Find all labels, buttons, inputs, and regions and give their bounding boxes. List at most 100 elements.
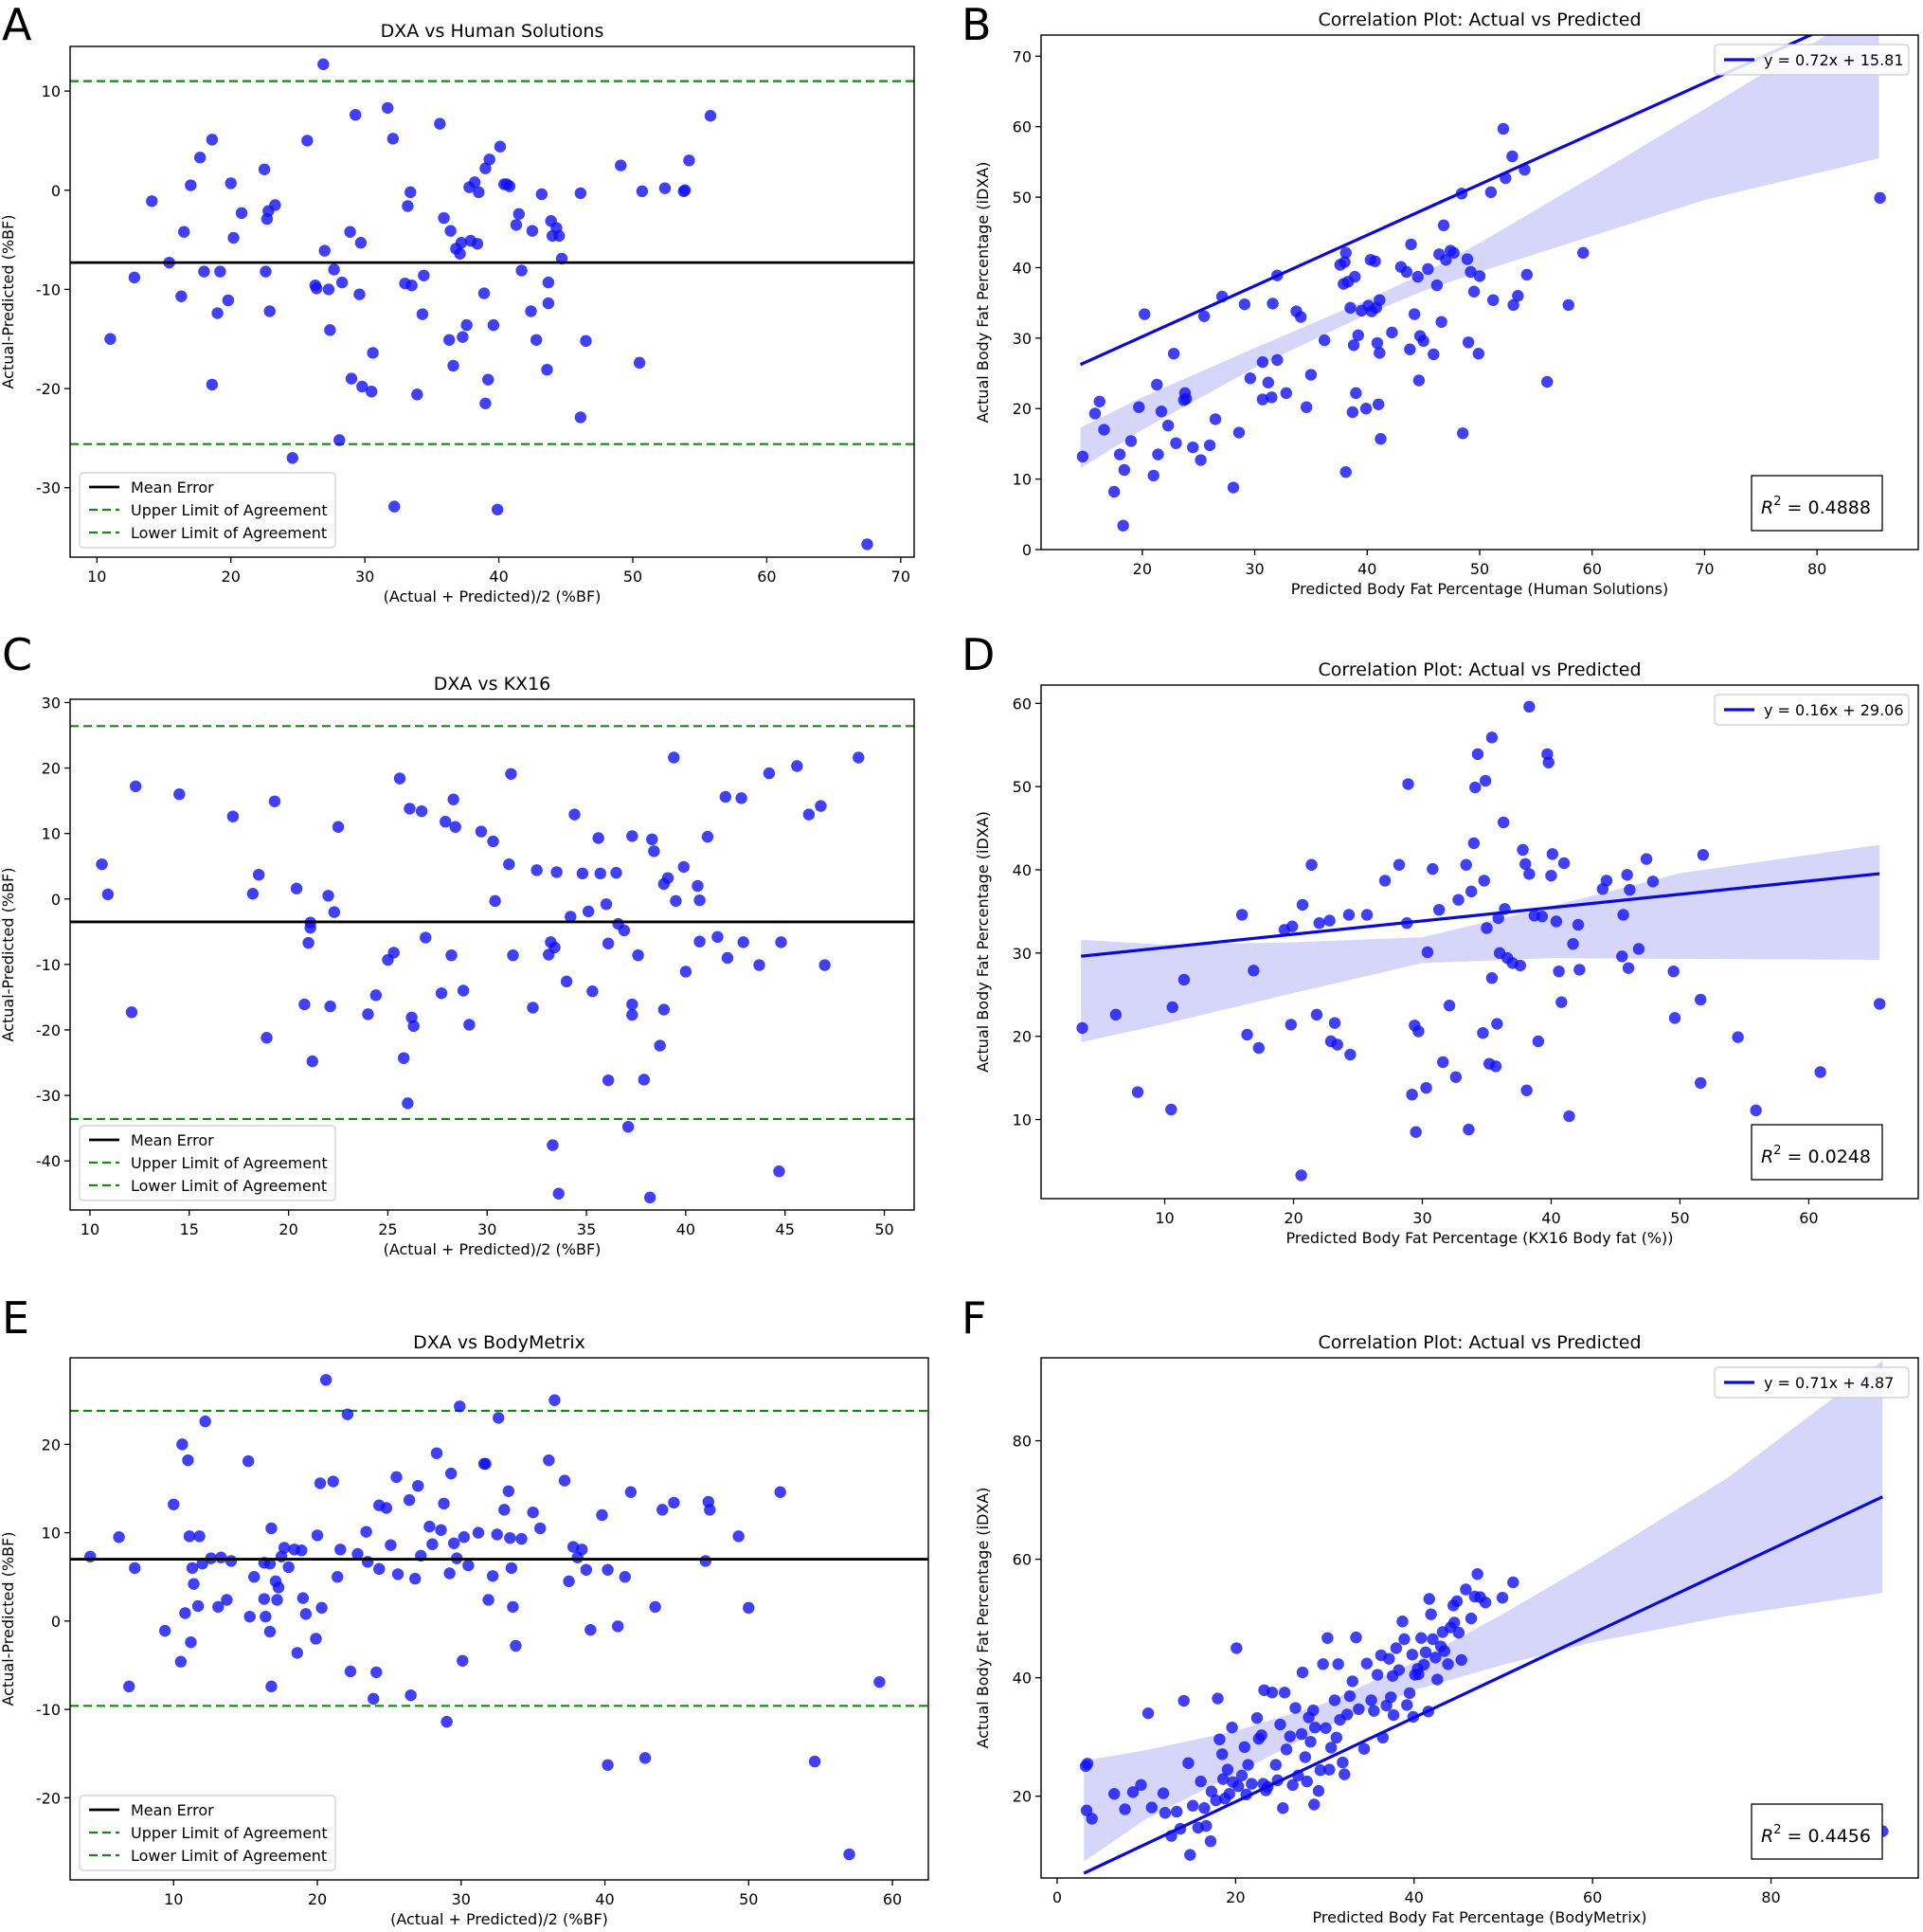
data-point [1126, 1786, 1140, 1798]
data-point [580, 1563, 593, 1576]
data-point [1668, 1012, 1681, 1024]
data-point [418, 269, 430, 281]
plot-frame [69, 1357, 929, 1881]
data-point [1471, 748, 1484, 761]
data-point [638, 1074, 651, 1086]
legend-label: Lower Limit of Agreement [131, 1177, 327, 1195]
data-point [211, 307, 224, 319]
data-point [1438, 1645, 1450, 1657]
x-tick-label: 40 [1357, 560, 1376, 578]
data-point [1080, 1804, 1093, 1816]
data-point [1640, 853, 1653, 865]
data-point [1280, 387, 1293, 400]
data-point [1216, 1773, 1230, 1785]
data-point [444, 1467, 458, 1480]
data-point [479, 397, 492, 409]
data-point [235, 207, 248, 220]
data-point [1312, 1784, 1325, 1797]
legend-label: Upper Limit of Agreement [131, 1154, 328, 1172]
x-tick-label: 25 [378, 1220, 397, 1238]
x-tick-label: 30 [452, 1890, 471, 1908]
data-point [670, 894, 682, 908]
data-point [1646, 876, 1660, 888]
y-tick-label: -30 [36, 1087, 61, 1105]
x-tick-label: 60 [883, 1890, 902, 1908]
legend-label: Upper Limit of Agreement [131, 1824, 328, 1842]
data-point [515, 1532, 528, 1545]
data-point [409, 1572, 422, 1585]
data-point [269, 199, 281, 211]
data-point [1197, 310, 1211, 322]
x-tick-label: 40 [676, 1220, 695, 1238]
data-point [693, 935, 706, 948]
data-point [1484, 186, 1498, 199]
data-point [1235, 1769, 1249, 1782]
y-tick-label: 0 [1022, 541, 1032, 559]
data-point [530, 334, 543, 346]
data-point [1323, 914, 1336, 927]
data-point [291, 1647, 303, 1659]
x-tick-label: 40 [1541, 1209, 1560, 1227]
data-point [1412, 374, 1426, 387]
data-point [322, 890, 334, 902]
data-point [1555, 996, 1568, 1008]
data-point [530, 864, 543, 876]
data-point [602, 1074, 615, 1087]
data-point [263, 1625, 277, 1638]
data-point [472, 1526, 485, 1539]
data-point [1402, 778, 1414, 790]
data-point [1330, 1731, 1343, 1744]
data-point [1463, 1123, 1475, 1136]
data-point [1400, 265, 1413, 279]
data-point [1347, 339, 1360, 352]
data-point [243, 1610, 256, 1623]
data-point [1159, 1807, 1172, 1819]
y-tick-label: 10 [1013, 471, 1032, 489]
data-point [1076, 1021, 1088, 1035]
data-point [366, 386, 378, 398]
data-point [1567, 937, 1579, 950]
data-point [592, 832, 604, 844]
data-point [482, 373, 494, 386]
y-tick-label: 20 [42, 760, 61, 778]
data-point [535, 188, 548, 201]
data-point [385, 1539, 397, 1551]
data-point [1235, 909, 1249, 921]
data-point [443, 1567, 456, 1580]
data-point [1532, 1035, 1545, 1048]
data-point [618, 924, 631, 937]
data-point [193, 152, 207, 164]
data-point [1200, 1819, 1213, 1833]
data-point [327, 1475, 339, 1488]
data-point [315, 1601, 328, 1615]
data-point [1487, 294, 1500, 306]
legend-label: Mean Error [131, 1801, 214, 1819]
data-point [310, 1633, 322, 1645]
data-point [1139, 308, 1151, 320]
data-point [1616, 950, 1628, 963]
data-point [1323, 1763, 1336, 1776]
data-point [242, 1454, 255, 1468]
data-point [548, 1394, 561, 1406]
data-point [1617, 909, 1629, 921]
data-point [444, 225, 457, 237]
data-point [1109, 1008, 1123, 1021]
data-point [351, 1547, 364, 1561]
data-point [1093, 395, 1105, 407]
data-point [333, 434, 346, 446]
data-point [541, 363, 553, 376]
data-point [258, 1593, 271, 1605]
data-point [1577, 246, 1590, 260]
data-point [1874, 191, 1886, 205]
data-point [1285, 1019, 1297, 1031]
legend-label: Upper Limit of Agreement [131, 501, 328, 519]
data-point [440, 1715, 453, 1728]
data-point [447, 1537, 460, 1549]
data-point [304, 921, 316, 934]
data-point [434, 117, 446, 130]
data-point [753, 959, 765, 971]
data-point [1113, 448, 1126, 460]
data-point [1437, 219, 1450, 232]
x-tick-label: 80 [1761, 1888, 1780, 1906]
x-axis-label: Predicted Body Fat Percentage (BodyMetri… [1313, 1908, 1647, 1926]
